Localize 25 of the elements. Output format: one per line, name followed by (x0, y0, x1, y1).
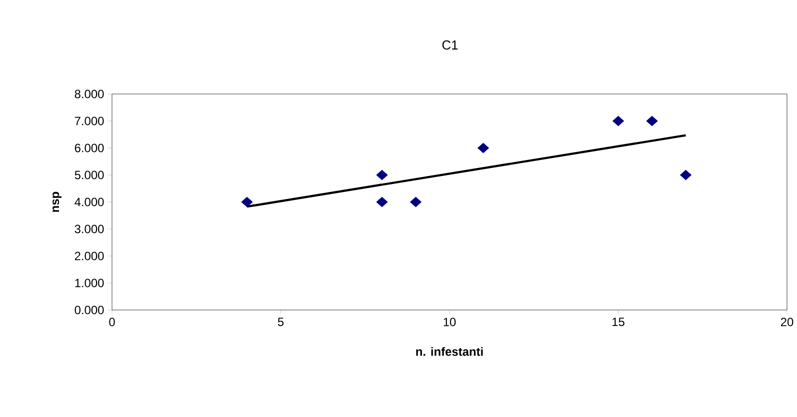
y-tick-label: 1.000 (75, 278, 104, 288)
x-tick-label: 5 (278, 318, 284, 326)
y-tick-label: 5.000 (74, 170, 104, 180)
point (680, 170, 692, 180)
chart-title: C1 (442, 40, 458, 50)
y-tick-label: 0.000 (74, 306, 104, 314)
y-tick-label: 6.000 (74, 144, 104, 152)
y-tick-label: 8.000 (74, 90, 104, 98)
y-axis-title: nsp (52, 192, 62, 212)
x-tick-label: 10 (444, 318, 456, 326)
x-axis-title: n. infestanti (416, 347, 483, 356)
point (646, 116, 658, 126)
x-tick-label: 15 (612, 318, 624, 326)
point (477, 142, 490, 154)
point (376, 170, 388, 180)
point (241, 196, 253, 208)
x-tick-label: 20 (780, 318, 794, 326)
y-tick-label: 7.000 (74, 116, 104, 126)
point (376, 196, 388, 208)
point (612, 116, 624, 126)
y-tick-label: 3.000 (74, 224, 104, 234)
y-tick-label: 4.000 (74, 198, 104, 206)
y-tick-label: 2.000 (74, 252, 104, 260)
x-tick-label: 0 (109, 318, 115, 326)
point (410, 196, 422, 208)
